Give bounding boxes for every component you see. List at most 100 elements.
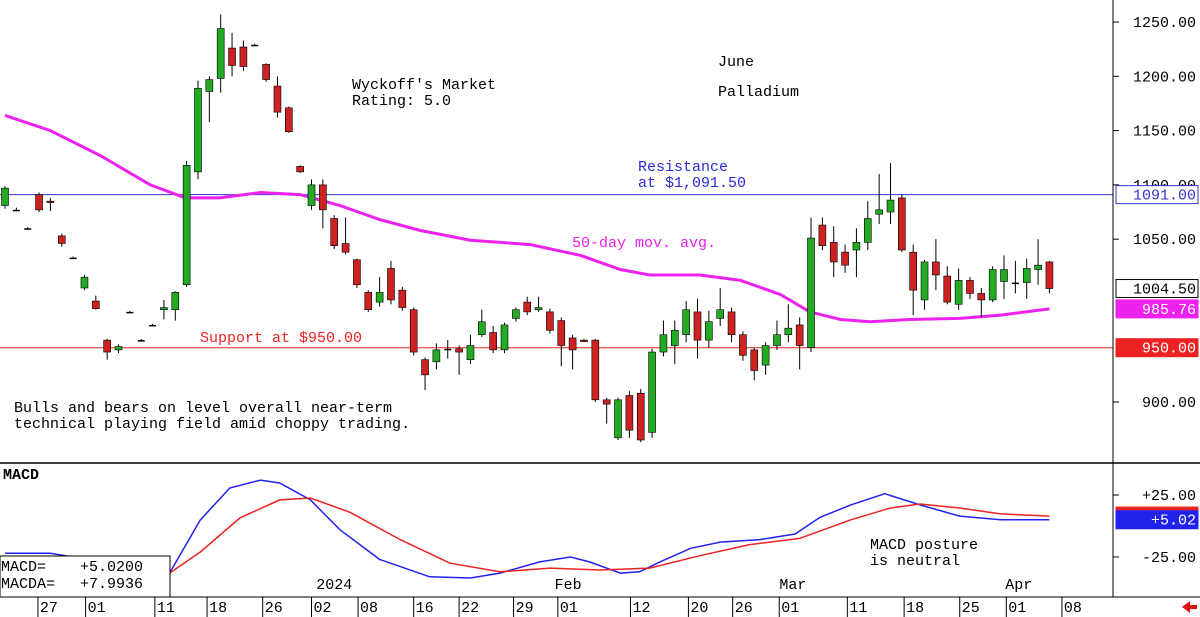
x-tick-label: 01	[781, 600, 799, 617]
candle-body	[364, 292, 373, 311]
x-tick-label: 01	[560, 600, 578, 617]
x-tick-label: 11	[849, 600, 867, 617]
candle-body	[1, 187, 9, 206]
candle-body	[659, 334, 668, 353]
readout-box	[0, 555, 171, 598]
chart-title: Palladium	[718, 84, 799, 101]
last-price-box-label: 1004.50	[1133, 282, 1196, 299]
x-tick-label: 08	[360, 600, 378, 617]
candle-body	[1011, 282, 1019, 285]
x-tick-label: 25	[962, 600, 980, 617]
macd-line	[5, 479, 1050, 579]
x-tick-label: 08	[1064, 600, 1082, 617]
annotation: Support at $950.00	[200, 330, 362, 347]
candle-body	[137, 340, 145, 342]
candle-body	[773, 334, 781, 346]
annotation: is neutral	[870, 553, 960, 570]
annotation: Wyckoff's Market	[352, 77, 496, 94]
last-value-box-label: +5.02	[1151, 513, 1196, 530]
readout-value: +7.9936	[80, 576, 143, 593]
candle-body	[523, 301, 532, 313]
candle-body	[432, 349, 441, 363]
candle-body	[977, 293, 986, 301]
candle-body	[943, 275, 952, 303]
candle-body	[307, 184, 316, 206]
candle-body	[966, 280, 974, 294]
candle-body	[12, 209, 20, 212]
candle-body	[285, 107, 293, 132]
candle-body	[1022, 268, 1031, 283]
y-tick-label: +25.00	[1142, 488, 1196, 505]
candle-body	[512, 309, 520, 319]
candle-body	[296, 166, 304, 173]
candle-body	[602, 399, 611, 405]
candle-body	[1034, 264, 1042, 270]
candle-body	[625, 395, 634, 431]
level-box-label: 950.00	[1142, 341, 1196, 358]
candle-body	[319, 184, 327, 211]
candle-body	[557, 320, 566, 346]
candle-body	[251, 44, 259, 47]
x-tick-label: 18	[906, 600, 924, 617]
candle-body	[750, 349, 759, 371]
month-label: Feb	[555, 577, 582, 594]
candle-body	[580, 339, 588, 342]
candle-body	[682, 309, 690, 335]
candle-body	[954, 280, 963, 305]
annotation: at $1,091.50	[638, 175, 746, 192]
candle-body	[727, 311, 736, 335]
x-tick-label: 01	[1008, 600, 1026, 617]
candle-body	[421, 359, 429, 376]
candle-body	[409, 309, 418, 353]
x-tick-label: 29	[516, 600, 534, 617]
level-box	[1115, 185, 1199, 205]
x-tick-label: 11	[157, 600, 175, 617]
candle-body	[614, 399, 622, 439]
candle-body	[273, 85, 282, 113]
x-tick-label: 26	[735, 600, 753, 617]
candle-body	[636, 393, 645, 441]
candle-body	[57, 235, 66, 244]
candle-body	[909, 251, 917, 291]
candle-body	[784, 327, 793, 335]
candle-body	[160, 307, 168, 311]
moving-average-line	[4, 113, 1050, 324]
candle-body	[103, 339, 111, 353]
candle-body	[1045, 261, 1054, 289]
readout-name: MACDA=	[1, 576, 55, 593]
candle-body	[1000, 269, 1008, 282]
candle-body	[228, 47, 236, 66]
candle-body	[387, 268, 395, 301]
month-label: Mar	[779, 577, 806, 594]
candle-body	[92, 300, 100, 309]
candle-body	[80, 276, 89, 289]
candle-body	[807, 237, 815, 349]
level-box-label: 1091.00	[1133, 188, 1196, 205]
candle-body	[705, 321, 713, 341]
candle-body	[932, 261, 940, 276]
nav-arrow	[1182, 601, 1197, 613]
moving-average-box	[1115, 299, 1199, 319]
candle-body	[898, 197, 906, 251]
candle-body	[216, 28, 225, 79]
candle-body	[46, 200, 55, 203]
level-box	[1115, 338, 1199, 358]
y-tick-label: 1250.00	[1133, 15, 1196, 32]
candle-body	[35, 194, 43, 211]
candle-body	[375, 292, 384, 303]
candle-body	[829, 242, 838, 263]
candle-body	[444, 348, 452, 351]
annotation: MACD posture	[870, 537, 978, 554]
y-tick-label: -25.00	[1142, 550, 1196, 567]
candle-body	[149, 324, 157, 327]
candle-body	[716, 309, 725, 319]
x-tick-label: 16	[416, 600, 434, 617]
x-tick-label: 12	[633, 600, 651, 617]
candle-body	[353, 259, 361, 286]
candle-body	[761, 345, 770, 366]
x-tick-label: 02	[314, 600, 332, 617]
annotation: 50-day mov. avg.	[572, 235, 716, 252]
candle-body	[171, 292, 180, 311]
